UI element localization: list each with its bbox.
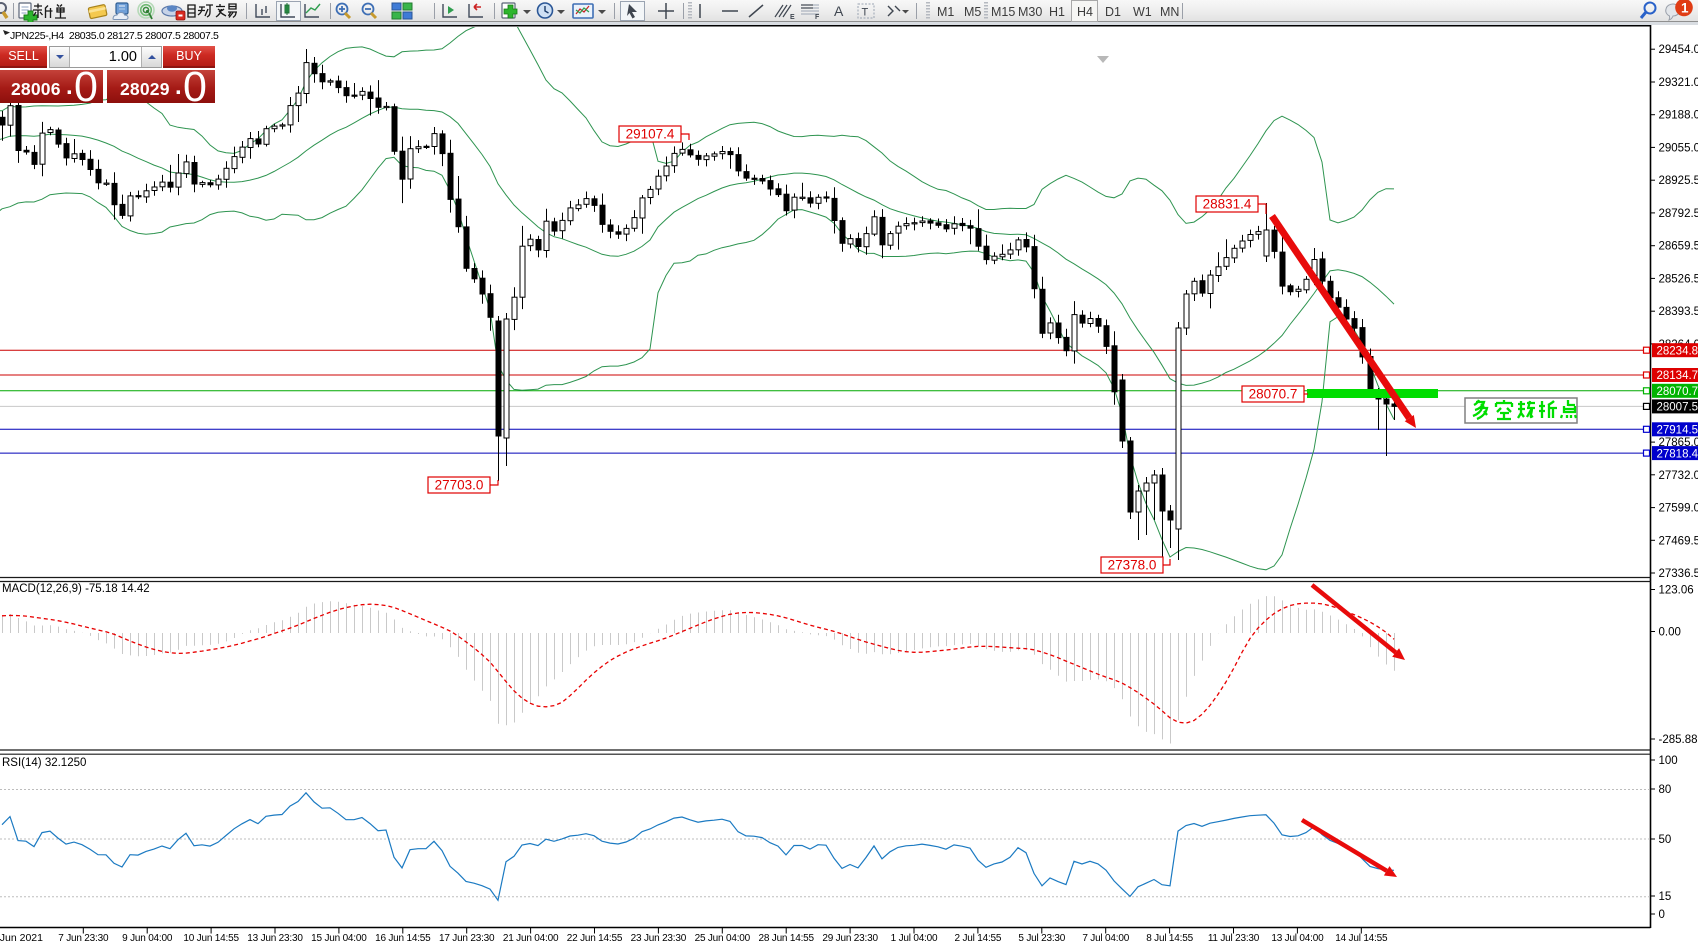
svg-text:27599.0: 27599.0 — [1659, 503, 1698, 515]
svg-text:5 Jul 23:30: 5 Jul 23:30 — [1018, 933, 1065, 944]
svg-text:15: 15 — [1659, 891, 1672, 903]
svg-text:15 Jun 04:00: 15 Jun 04:00 — [311, 933, 367, 944]
svg-text:28 Jun 14:55: 28 Jun 14:55 — [758, 933, 814, 944]
svg-text:29188.0: 29188.0 — [1659, 110, 1698, 122]
svg-text:28925.5: 28925.5 — [1659, 175, 1698, 187]
svg-text:27914.5: 27914.5 — [1657, 425, 1698, 437]
svg-text:E: E — [790, 14, 795, 21]
svg-text:H4: H4 — [1077, 5, 1093, 19]
svg-text:M30: M30 — [1018, 5, 1042, 19]
svg-text:28070.7: 28070.7 — [1657, 386, 1698, 398]
svg-text:27469.5: 27469.5 — [1659, 535, 1698, 547]
svg-text:28792.5: 28792.5 — [1659, 208, 1698, 220]
svg-text:80: 80 — [1659, 784, 1672, 796]
svg-text:13 Jul 04:00: 13 Jul 04:00 — [1271, 933, 1324, 944]
svg-text:29055.0: 29055.0 — [1659, 142, 1698, 154]
svg-text:21 Jun 04:00: 21 Jun 04:00 — [503, 933, 559, 944]
svg-text:-285.88: -285.88 — [1659, 734, 1698, 746]
svg-text:14 Jul 14:55: 14 Jul 14:55 — [1335, 933, 1388, 944]
svg-text:25 Jun 04:00: 25 Jun 04:00 — [695, 933, 751, 944]
svg-text:7 Jul 04:00: 7 Jul 04:00 — [1082, 933, 1129, 944]
svg-text:10 Jun 14:55: 10 Jun 14:55 — [183, 933, 239, 944]
svg-text:27818.4: 27818.4 — [1657, 448, 1698, 460]
svg-text:H1: H1 — [1049, 5, 1065, 19]
svg-text:MN: MN — [1160, 5, 1179, 19]
svg-text:16 Jun 14:55: 16 Jun 14:55 — [375, 933, 431, 944]
svg-text:8 Jul 14:55: 8 Jul 14:55 — [1146, 933, 1193, 944]
svg-text:0.00: 0.00 — [1659, 627, 1681, 639]
svg-text:4 Jun 2021: 4 Jun 2021 — [0, 932, 43, 944]
svg-text:123.06: 123.06 — [1659, 585, 1694, 597]
svg-text:MACD(12,26,9) -75.18 14.42: MACD(12,26,9) -75.18 14.42 — [2, 583, 150, 595]
svg-text:11 Jul 23:30: 11 Jul 23:30 — [1208, 933, 1260, 944]
svg-text:29321.0: 29321.0 — [1659, 77, 1698, 89]
svg-text:27336.5: 27336.5 — [1659, 568, 1698, 580]
svg-text:100: 100 — [1659, 755, 1678, 767]
svg-text:M1: M1 — [937, 5, 954, 19]
svg-text:13 Jun 23:30: 13 Jun 23:30 — [247, 933, 303, 944]
svg-text:M5: M5 — [964, 5, 981, 19]
svg-text:50: 50 — [1659, 834, 1672, 846]
svg-text:1: 1 — [1681, 1, 1689, 16]
svg-text:28234.8: 28234.8 — [1657, 345, 1698, 357]
svg-text:F: F — [815, 14, 820, 21]
svg-text:28070.7: 28070.7 — [1249, 387, 1298, 402]
svg-text:27703.0: 27703.0 — [435, 478, 484, 493]
svg-text:A: A — [834, 3, 844, 19]
svg-text:D1: D1 — [1105, 5, 1121, 19]
svg-text:23 Jun 23:30: 23 Jun 23:30 — [631, 933, 687, 944]
svg-text:2 Jul 14:55: 2 Jul 14:55 — [955, 933, 1002, 944]
svg-text:22 Jun 14:55: 22 Jun 14:55 — [567, 933, 623, 944]
svg-text:27378.0: 27378.0 — [1108, 558, 1157, 573]
svg-text:29454.0: 29454.0 — [1659, 44, 1698, 56]
svg-text:28007.5: 28007.5 — [1657, 402, 1698, 414]
svg-text:27732.0: 27732.0 — [1659, 470, 1698, 482]
svg-text:17 Jun 23:30: 17 Jun 23:30 — [439, 933, 495, 944]
svg-text:0: 0 — [1659, 909, 1665, 921]
svg-text:28393.5: 28393.5 — [1659, 306, 1698, 318]
svg-text:M15: M15 — [991, 5, 1015, 19]
svg-text:RSI(14) 32.1250: RSI(14) 32.1250 — [2, 757, 86, 769]
svg-text:28526.5: 28526.5 — [1659, 273, 1698, 285]
svg-text:7 Jun 23:30: 7 Jun 23:30 — [58, 933, 109, 944]
svg-text:9 Jun 04:00: 9 Jun 04:00 — [122, 933, 173, 944]
svg-text:T: T — [862, 7, 869, 19]
svg-text:W1: W1 — [1133, 5, 1152, 19]
svg-text:29107.4: 29107.4 — [626, 127, 675, 142]
svg-text:28659.5: 28659.5 — [1659, 241, 1698, 253]
svg-text:28831.4: 28831.4 — [1203, 197, 1252, 212]
svg-text:29 Jun 23:30: 29 Jun 23:30 — [822, 933, 878, 944]
svg-text:28134.7: 28134.7 — [1657, 370, 1698, 382]
svg-text:1 Jul 04:00: 1 Jul 04:00 — [891, 933, 938, 944]
